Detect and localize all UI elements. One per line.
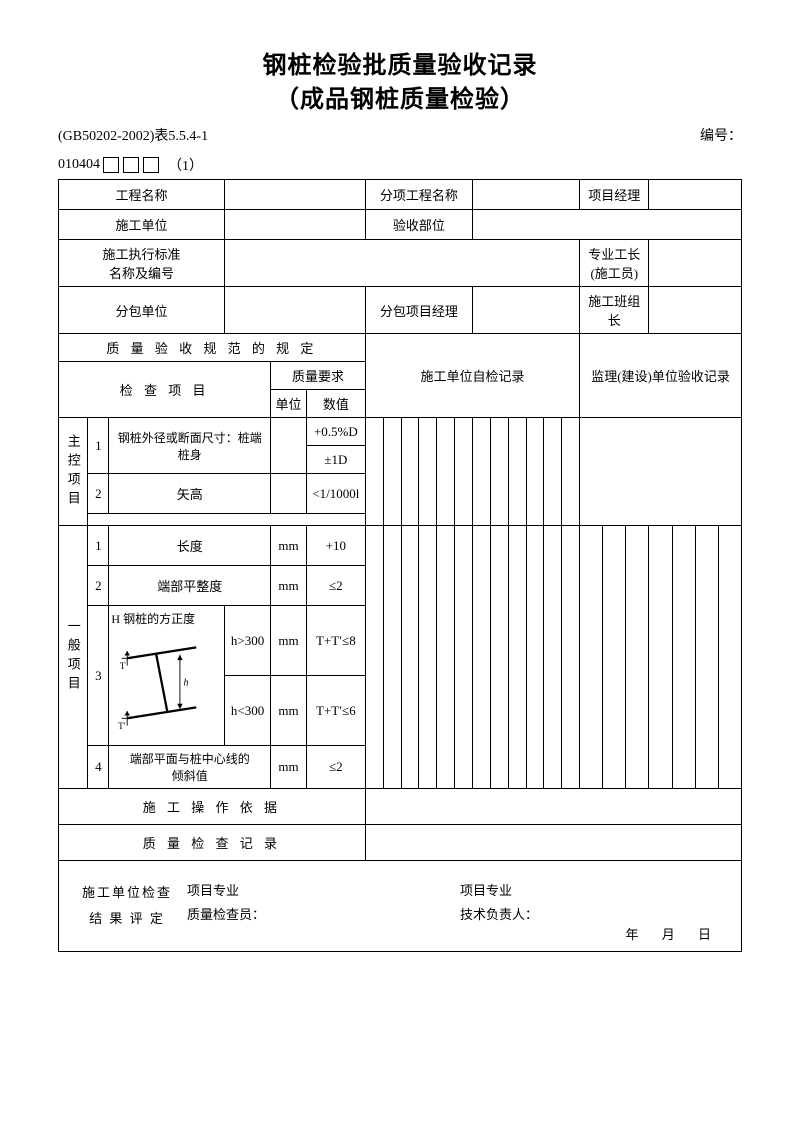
h-pile-diagram: T T′ h [109,631,224,731]
label-project-name: 工程名称 [59,180,225,210]
svg-text:T′: T′ [118,721,126,731]
code-box[interactable] [123,157,139,173]
item-name: 端部平面与桩中心线的 倾斜值 [109,746,271,789]
spec-header: 质 量 验 收 规 范 的 规 定 [59,334,366,362]
field-subitem[interactable] [472,180,579,210]
item-name: 矢高 [109,474,271,514]
self-check-header: 施工单位自检记录 [365,334,579,418]
value-cell: ≤2 [306,746,365,789]
field-teamleader[interactable] [649,287,742,334]
eval-label-2: 结 果 评 定 [89,906,165,932]
serial-label: 编号： [700,125,742,145]
quality-record-label: 质 量 检 查 记 录 [59,825,366,861]
value-header: 数值 [306,390,365,418]
row-num: 1 [88,526,109,566]
label-pm: 项目经理 [580,180,649,210]
row-num: 2 [88,566,109,606]
eval-label-1: 施工单位检查 [82,880,172,906]
code-box[interactable] [143,157,159,173]
inspection-form-table: 工程名称 分项工程名称 项目经理 施工单位 验收部位 施工执行标准 名称及编号 … [58,179,742,952]
op-basis-field[interactable] [365,789,741,825]
field-project-name[interactable] [224,180,365,210]
op-basis-label: 施 工 操 作 依 据 [59,789,366,825]
title-line2: （成品钢桩质量检验） [58,84,742,118]
label-subcon: 分包单位 [59,287,225,334]
unit-cell: mm [271,676,307,746]
unit-cell [271,418,307,474]
label-std: 施工执行标准 名称及编号 [59,240,225,287]
value-cell: +10 [306,526,365,566]
row-num: 1 [88,418,109,474]
label-accept-dept: 验收部位 [365,210,472,240]
quality-record-field[interactable] [365,825,741,861]
check-item-header: 检 查 项 目 [59,362,271,418]
field-accept-dept[interactable] [472,210,741,240]
label-subpm: 分包项目经理 [365,287,472,334]
sub-cond: h<300 [224,676,270,746]
unit-cell: mm [271,566,307,606]
svg-text:T: T [120,661,126,671]
unit-cell [271,474,307,514]
form-code-row: 010404 （1） [58,155,742,175]
item-name: 端部平整度 [109,566,271,606]
code-suffix: （1） [168,155,203,175]
title-line1: 钢桩检验批质量验收记录 [58,50,742,84]
sub-cond: h>300 [224,606,270,676]
svg-text:h: h [184,678,189,689]
qc-label: 项目专业 质量检查员： [187,871,460,941]
row-num: 3 [88,606,109,746]
field-foreman[interactable] [649,240,742,287]
quality-req-header: 质量要求 [271,362,366,390]
field-std[interactable] [224,240,579,287]
row-num: 4 [88,746,109,789]
field-builder[interactable] [224,210,365,240]
label-builder: 施工单位 [59,210,225,240]
general-items-label: 一般项目 [59,526,88,789]
value-cell: <1/1000l [306,474,365,514]
value-cell: T+T′≤6 [306,676,365,746]
item-name: 长度 [109,526,271,566]
field-subcon[interactable] [224,287,365,334]
unit-cell: mm [271,526,307,566]
field-pm[interactable] [649,180,742,210]
main-items-label: 主控项目 [59,418,88,526]
code-box[interactable] [103,157,119,173]
value-cell: +0.5%D [306,418,365,446]
supervise-cell[interactable] [580,418,742,526]
item-name: 钢桩外径或断面尺寸：桩端 桩身 [109,418,271,474]
row-num: 2 [88,474,109,514]
value-cell: ±1D [306,446,365,474]
label-foreman: 专业工长 (施工员) [580,240,649,287]
value-cell: ≤2 [306,566,365,606]
field-subpm[interactable] [472,287,579,334]
reference-code: (GB50202-2002)表5.5.4-1 [58,125,208,145]
unit-header: 单位 [271,390,307,418]
supervise-header: 监理(建设)单位验收记录 [580,334,742,418]
value-cell: T+T′≤8 [306,606,365,676]
footer-block: 施工单位检查 结 果 评 定 项目专业 质量检查员： 项目专业 技术负责人： 年… [59,861,741,951]
item-name: H 钢桩的方正度 [109,606,224,631]
doc-title: 钢桩检验批质量验收记录 （成品钢桩质量检验） [58,50,742,117]
unit-cell: mm [271,746,307,789]
label-teamleader: 施工班组长 [580,287,649,334]
unit-cell: mm [271,606,307,676]
label-subitem: 分项工程名称 [365,180,472,210]
code-prefix: 010404 [58,157,100,173]
date-line: 年 月 日 [625,924,721,943]
